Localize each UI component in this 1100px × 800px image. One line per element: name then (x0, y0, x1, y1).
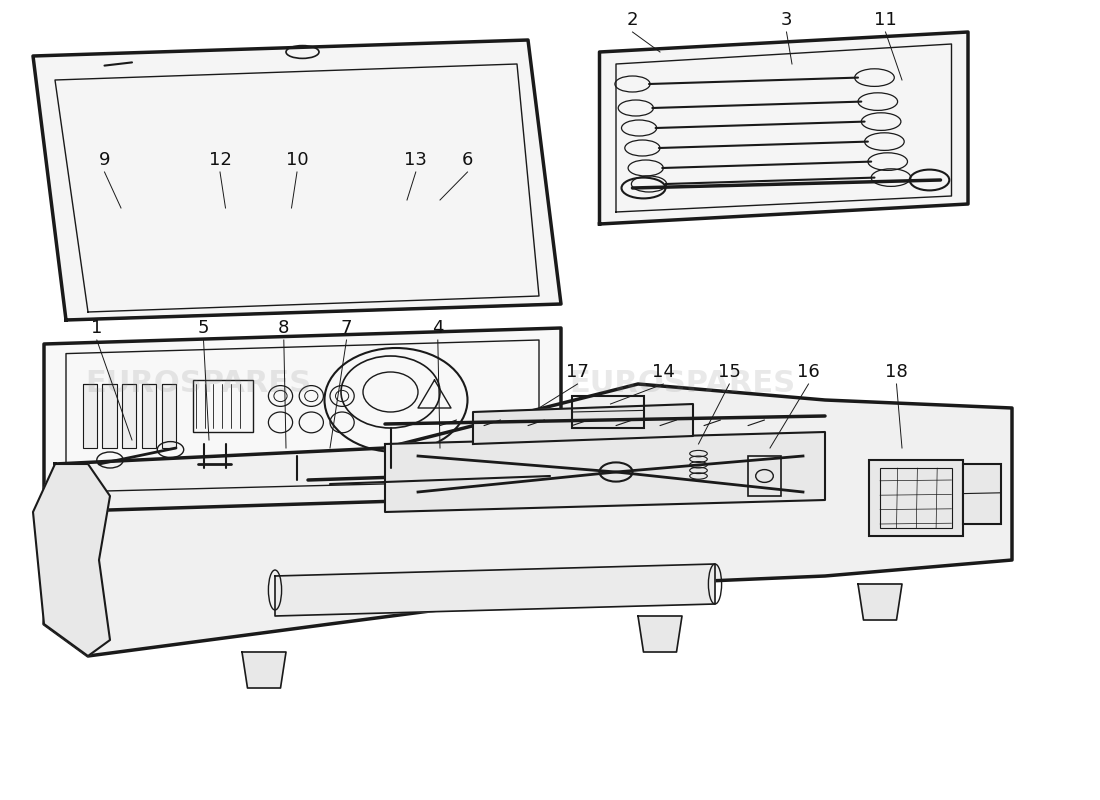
Polygon shape (33, 40, 561, 320)
Text: 4: 4 (432, 319, 443, 337)
Bar (102, 384, 117, 448)
Text: 2: 2 (627, 11, 638, 29)
Bar (122, 384, 136, 448)
Bar (162, 384, 176, 448)
Text: 13: 13 (405, 151, 427, 169)
Polygon shape (473, 404, 693, 444)
Text: 17: 17 (566, 363, 588, 381)
Text: 3: 3 (781, 11, 792, 29)
Text: 10: 10 (286, 151, 308, 169)
Bar (880, 468, 952, 528)
Polygon shape (275, 564, 715, 616)
Text: 12: 12 (209, 151, 231, 169)
Text: 15: 15 (718, 363, 740, 381)
Bar (142, 384, 156, 448)
Text: EUROSPARES: EUROSPARES (569, 370, 795, 398)
Polygon shape (638, 616, 682, 652)
Bar (962, 464, 1001, 524)
Bar (572, 396, 644, 428)
Polygon shape (242, 652, 286, 688)
Polygon shape (858, 584, 902, 620)
Text: 14: 14 (652, 363, 674, 381)
Text: 16: 16 (798, 363, 820, 381)
Polygon shape (385, 432, 825, 512)
Text: 1: 1 (91, 319, 102, 337)
Polygon shape (33, 464, 110, 656)
Text: 5: 5 (198, 319, 209, 337)
Bar (192, 380, 253, 432)
Text: 11: 11 (874, 11, 896, 29)
Bar (869, 460, 962, 536)
Text: 8: 8 (278, 319, 289, 337)
Text: 6: 6 (462, 151, 473, 169)
Polygon shape (600, 32, 968, 224)
Text: EUROSPARES: EUROSPARES (85, 370, 311, 398)
Bar (82, 384, 97, 448)
Text: 18: 18 (886, 363, 907, 381)
Polygon shape (44, 328, 561, 512)
Polygon shape (44, 384, 1012, 656)
Bar (748, 456, 781, 496)
Text: 9: 9 (99, 151, 110, 169)
Text: 7: 7 (341, 319, 352, 337)
